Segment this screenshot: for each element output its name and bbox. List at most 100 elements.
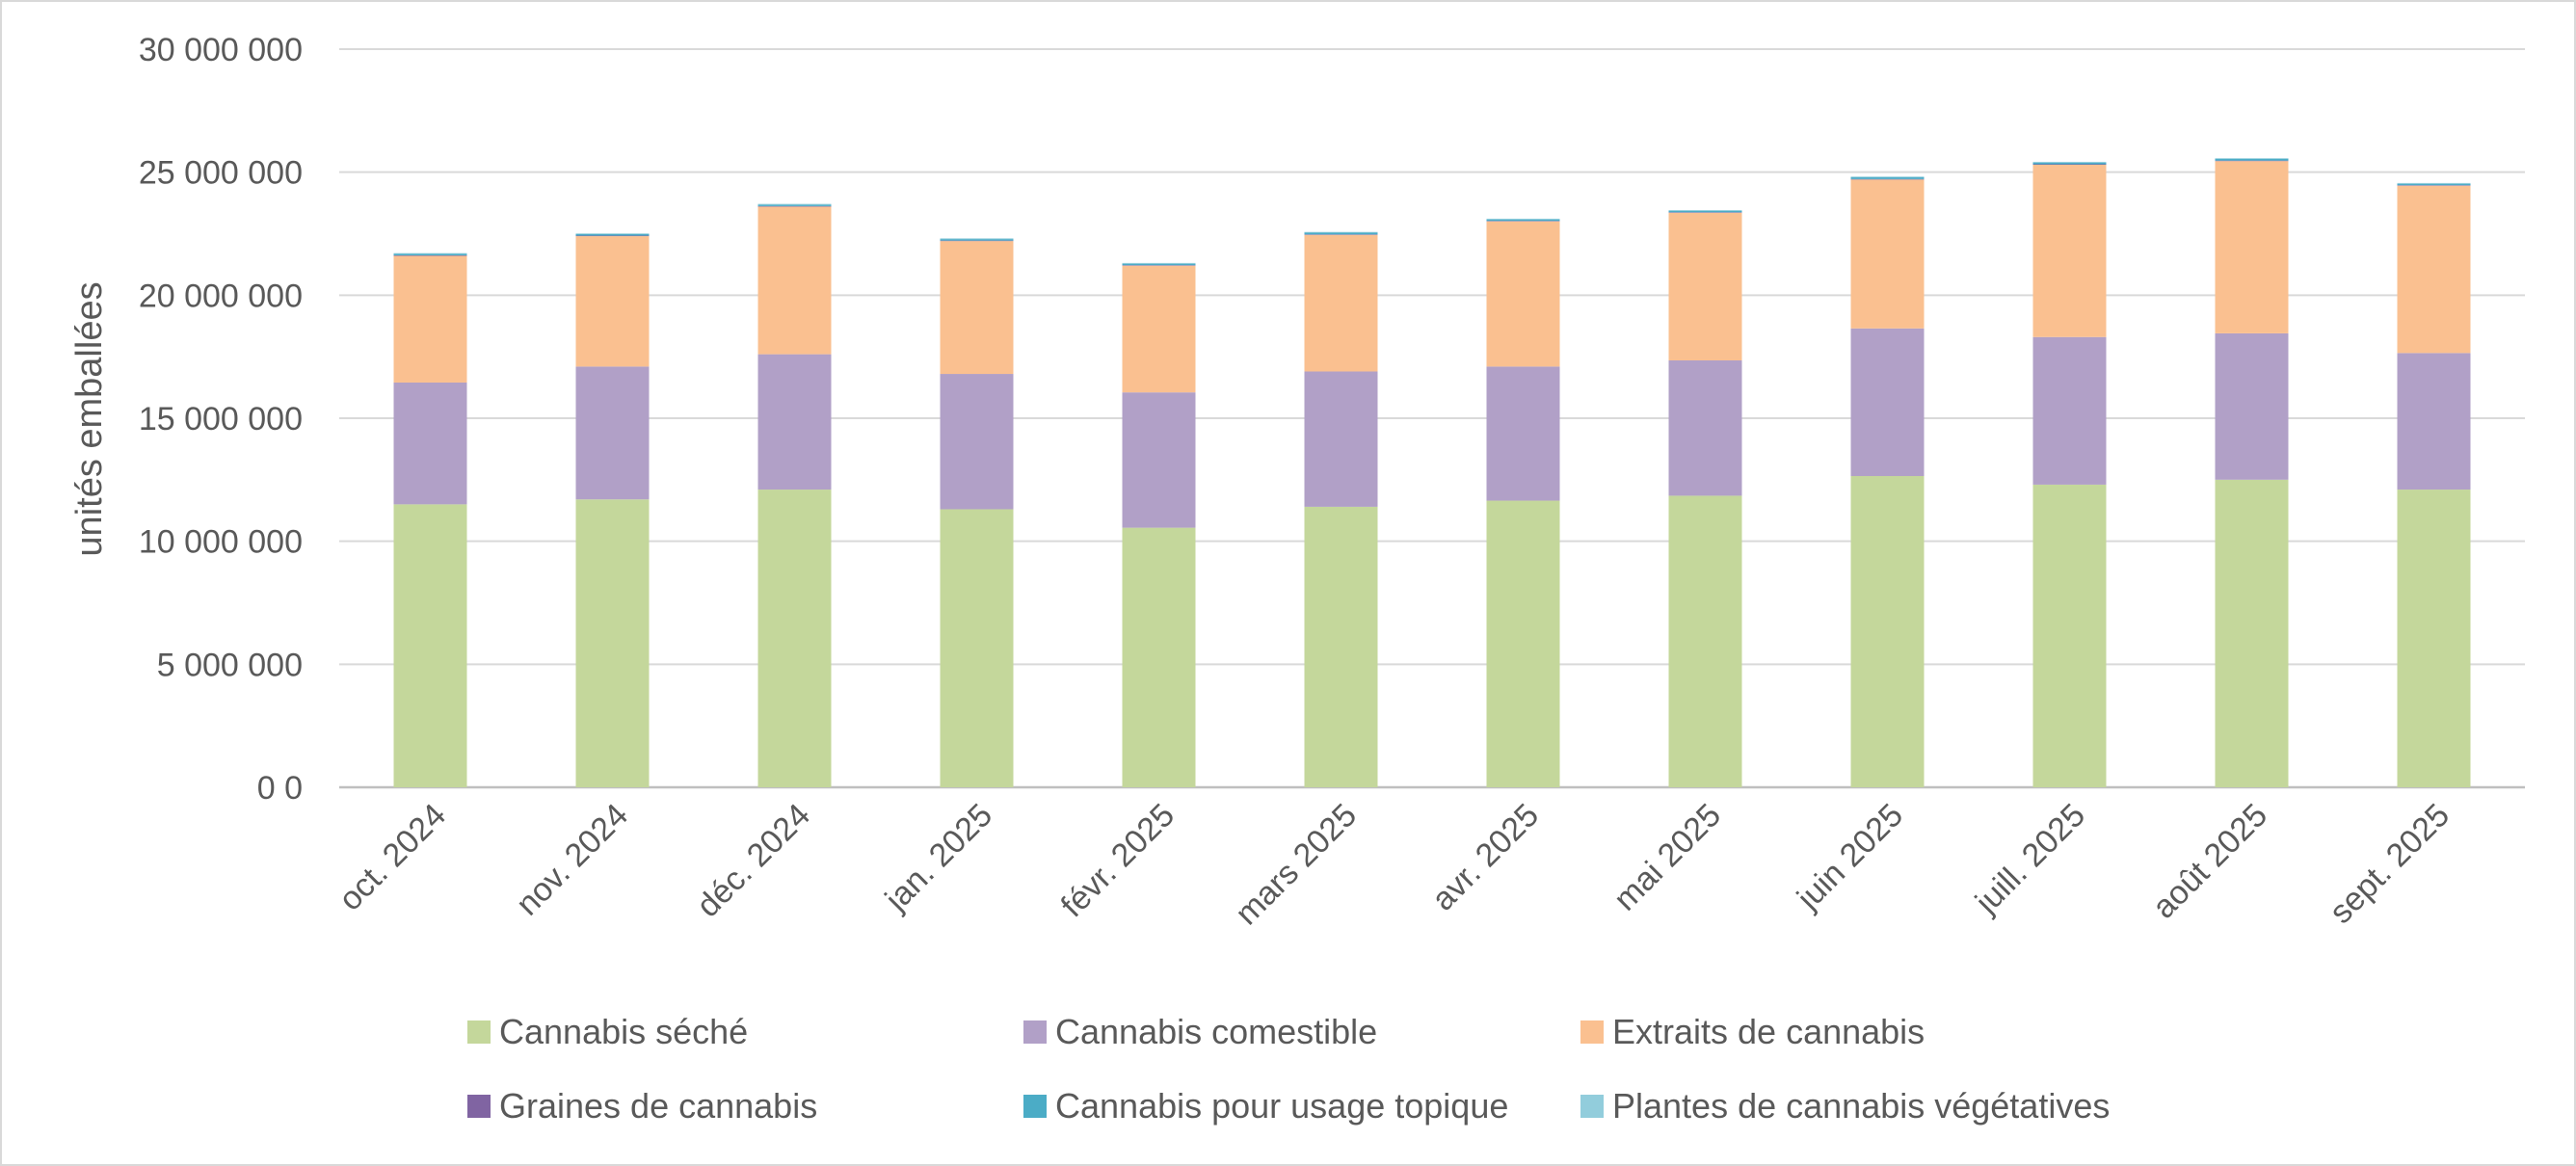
bar-extraits-de-cannabis-sept-2025 — [2397, 185, 2471, 354]
x-tick-label: jan. 2025 — [878, 797, 1000, 919]
bar-extraits-de-cannabis-dec-2024 — [757, 206, 832, 355]
x-tick-label: nov. 2024 — [509, 797, 635, 923]
bar-cannabis-pour-usage-topique-aout-2025 — [2215, 158, 2289, 161]
legend-label-plantes-de-cannabis-vegetatives: Plantes de cannabis végétatives — [1612, 1086, 2110, 1126]
x-tick-label: avr. 2025 — [1424, 797, 1546, 918]
bar-plantes-de-cannabis-vegetatives-sept-2025 — [2397, 182, 2471, 184]
bar-cannabis-pour-usage-topique-oct-2024 — [393, 253, 467, 255]
bar-cannabis-seche-mars-2025 — [1304, 506, 1378, 787]
y-axis-title: unités emballées — [69, 281, 110, 556]
x-tick-label: déc. 2024 — [690, 797, 817, 924]
x-tick-label: mars 2025 — [1229, 797, 1364, 932]
x-tick-label: sept. 2025 — [2323, 797, 2456, 931]
legend-label-extraits-de-cannabis: Extraits de cannabis — [1612, 1012, 1925, 1051]
bar-cannabis-pour-usage-topique-mars-2025 — [1304, 232, 1378, 235]
bar-cannabis-seche-avr-2025 — [1486, 500, 1560, 787]
bar-extraits-de-cannabis-juill-2025 — [2032, 165, 2107, 337]
bar-plantes-de-cannabis-vegetatives-mars-2025 — [1304, 231, 1378, 233]
gridlines — [339, 48, 2525, 789]
bar-cannabis-pour-usage-topique-avr-2025 — [1486, 219, 1560, 222]
bar-extraits-de-cannabis-mai-2025 — [1668, 212, 1742, 360]
x-tick-label: mai 2025 — [1607, 797, 1728, 918]
bar-cannabis-seche-fevr-2025 — [1122, 527, 1196, 787]
bar-cannabis-comestible-nov-2024 — [575, 366, 650, 500]
bar-extraits-de-cannabis-avr-2025 — [1486, 221, 1560, 367]
legend-swatch-cannabis-seche — [467, 1020, 491, 1044]
bar-cannabis-pour-usage-topique-fevr-2025 — [1122, 263, 1196, 266]
bar-graines-de-cannabis-oct-2024 — [393, 254, 467, 256]
bar-graines-de-cannabis-sept-2025 — [2397, 185, 2471, 186]
legend-swatch-cannabis-comestible — [1023, 1020, 1047, 1044]
bar-graines-de-cannabis-juill-2025 — [2032, 164, 2107, 166]
bar-cannabis-seche-sept-2025 — [2397, 490, 2471, 787]
bar-cannabis-pour-usage-topique-juin-2025 — [1850, 177, 1925, 179]
x-tick-label: févr. 2025 — [1054, 797, 1182, 924]
bar-cannabis-pour-usage-topique-juill-2025 — [2032, 162, 2107, 165]
bar-cannabis-pour-usage-topique-sept-2025 — [2397, 183, 2471, 186]
bar-cannabis-comestible-juill-2025 — [2032, 336, 2107, 485]
bar-cannabis-comestible-sept-2025 — [2397, 353, 2471, 490]
y-tick-label: 5 000 000 — [157, 647, 303, 683]
legend-swatch-cannabis-pour-usage-topique — [1023, 1095, 1047, 1118]
bar-plantes-de-cannabis-vegetatives-nov-2024 — [575, 233, 650, 235]
bar-cannabis-comestible-avr-2025 — [1486, 366, 1560, 501]
bar-plantes-de-cannabis-vegetatives-juill-2025 — [2032, 161, 2107, 163]
x-tick-label: oct. 2024 — [332, 797, 453, 918]
bar-cannabis-seche-nov-2024 — [575, 499, 650, 787]
x-axis-ticks: oct. 2024 nov. 2024 déc. 2024 jan. 2025 févr… — [332, 797, 2456, 932]
y-tick-label: 30 000 000 — [139, 32, 303, 68]
bar-plantes-de-cannabis-vegetatives-jan-2025 — [940, 238, 1014, 240]
bar-extraits-de-cannabis-mars-2025 — [1304, 234, 1378, 372]
bar-graines-de-cannabis-jan-2025 — [940, 240, 1014, 242]
y-axis-ticks: 0 0 5 000 000 10 000 000 15 000 000 20 000 0… — [139, 32, 303, 807]
bar-graines-de-cannabis-mai-2025 — [1668, 212, 1742, 213]
bar-extraits-de-cannabis-juin-2025 — [1850, 179, 1925, 329]
y-tick-label: 10 000 000 — [139, 524, 303, 561]
x-tick-label: juin 2025 — [1790, 797, 1910, 917]
bar-graines-de-cannabis-avr-2025 — [1486, 221, 1560, 222]
bar-cannabis-seche-oct-2024 — [393, 504, 467, 787]
bar-cannabis-seche-juin-2025 — [1850, 476, 1925, 787]
bar-cannabis-pour-usage-topique-dec-2024 — [757, 204, 832, 206]
bar-graines-de-cannabis-fevr-2025 — [1122, 265, 1196, 266]
bar-cannabis-seche-juill-2025 — [2032, 484, 2107, 787]
bar-cannabis-comestible-mai-2025 — [1668, 359, 1742, 496]
y-tick-label: 25 000 000 — [139, 155, 303, 192]
bar-graines-de-cannabis-juin-2025 — [1850, 178, 1925, 180]
legend: Cannabis séché Cannabis comestible Extrait… — [467, 1012, 2110, 1126]
legend-swatch-extraits-de-cannabis — [1580, 1020, 1604, 1044]
bar-cannabis-seche-aout-2025 — [2215, 479, 2289, 787]
bar-cannabis-comestible-mars-2025 — [1304, 371, 1378, 507]
bar-graines-de-cannabis-aout-2025 — [2215, 160, 2289, 162]
bar-extraits-de-cannabis-jan-2025 — [940, 241, 1014, 375]
bar-extraits-de-cannabis-aout-2025 — [2215, 161, 2289, 333]
bar-cannabis-comestible-aout-2025 — [2215, 332, 2289, 480]
bar-extraits-de-cannabis-fevr-2025 — [1122, 265, 1196, 393]
bar-cannabis-pour-usage-topique-mai-2025 — [1668, 210, 1742, 213]
y-tick-label: 15 000 000 — [139, 401, 303, 437]
bar-cannabis-pour-usage-topique-jan-2025 — [940, 239, 1014, 241]
y-tick-label: 20 000 000 — [139, 278, 303, 314]
bar-cannabis-seche-mai-2025 — [1668, 495, 1742, 787]
bar-cannabis-comestible-dec-2024 — [757, 354, 832, 490]
x-tick-label: juill. 2025 — [1968, 797, 2092, 921]
y-tick-label: 0 0 — [257, 770, 303, 807]
bar-cannabis-pour-usage-topique-nov-2024 — [575, 234, 650, 236]
legend-swatch-plantes-de-cannabis-vegetatives — [1580, 1095, 1604, 1118]
legend-label-cannabis-pour-usage-topique: Cannabis pour usage topique — [1055, 1086, 1508, 1126]
bar-extraits-de-cannabis-oct-2024 — [393, 255, 467, 383]
legend-label-cannabis-comestible: Cannabis comestible — [1055, 1012, 1377, 1051]
bar-plantes-de-cannabis-vegetatives-juin-2025 — [1850, 176, 1925, 178]
bar-plantes-de-cannabis-vegetatives-oct-2024 — [393, 252, 467, 254]
bar-cannabis-seche-dec-2024 — [757, 490, 832, 787]
bar-plantes-de-cannabis-vegetatives-avr-2025 — [1486, 218, 1560, 220]
bar-cannabis-comestible-fevr-2025 — [1122, 392, 1196, 528]
bar-graines-de-cannabis-nov-2024 — [575, 235, 650, 237]
bar-graines-de-cannabis-dec-2024 — [757, 205, 832, 207]
legend-label-graines-de-cannabis: Graines de cannabis — [499, 1086, 817, 1126]
legend-label-cannabis-seche: Cannabis séché — [499, 1012, 748, 1051]
bar-plantes-de-cannabis-vegetatives-aout-2025 — [2215, 158, 2289, 159]
bar-plantes-de-cannabis-vegetatives-dec-2024 — [757, 203, 832, 205]
bar-cannabis-comestible-jan-2025 — [940, 374, 1014, 510]
